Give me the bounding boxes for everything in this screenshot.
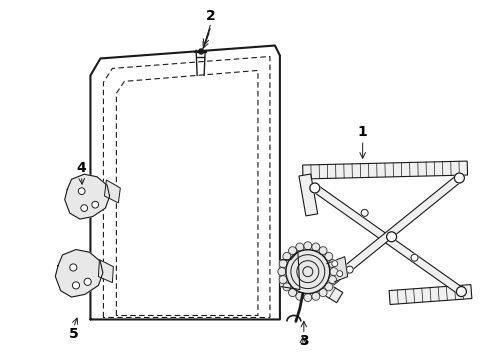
Circle shape xyxy=(73,282,79,289)
Circle shape xyxy=(279,260,287,267)
Circle shape xyxy=(312,243,320,251)
Circle shape xyxy=(456,287,466,297)
Circle shape xyxy=(323,280,333,289)
Text: 3: 3 xyxy=(299,334,309,348)
Circle shape xyxy=(346,266,353,273)
Circle shape xyxy=(332,261,338,267)
Circle shape xyxy=(337,271,343,276)
Circle shape xyxy=(361,210,368,216)
Circle shape xyxy=(325,283,333,291)
Text: 2: 2 xyxy=(206,9,216,23)
Circle shape xyxy=(319,289,327,297)
Circle shape xyxy=(411,254,418,261)
Circle shape xyxy=(70,264,77,271)
Circle shape xyxy=(304,242,312,250)
Polygon shape xyxy=(303,161,467,179)
Polygon shape xyxy=(327,257,348,282)
Circle shape xyxy=(278,268,286,276)
Circle shape xyxy=(286,250,330,293)
Polygon shape xyxy=(281,252,300,289)
Circle shape xyxy=(296,292,304,300)
Circle shape xyxy=(328,276,337,284)
Circle shape xyxy=(310,183,320,193)
Circle shape xyxy=(289,289,296,297)
Circle shape xyxy=(78,188,85,194)
Polygon shape xyxy=(55,249,103,297)
Text: 4: 4 xyxy=(76,161,86,175)
Circle shape xyxy=(319,247,327,255)
Polygon shape xyxy=(65,174,110,219)
Text: 1: 1 xyxy=(358,125,368,139)
Circle shape xyxy=(304,293,312,302)
Polygon shape xyxy=(104,180,121,203)
Circle shape xyxy=(81,205,88,211)
Polygon shape xyxy=(389,285,472,305)
Polygon shape xyxy=(313,185,464,295)
Circle shape xyxy=(198,49,204,54)
Circle shape xyxy=(387,232,396,242)
Circle shape xyxy=(296,243,304,251)
Circle shape xyxy=(279,276,287,284)
Circle shape xyxy=(283,283,291,291)
Circle shape xyxy=(92,201,98,208)
Text: 5: 5 xyxy=(69,327,78,341)
Polygon shape xyxy=(98,260,113,283)
Polygon shape xyxy=(325,175,462,288)
Circle shape xyxy=(330,268,338,276)
Circle shape xyxy=(283,252,291,260)
Circle shape xyxy=(325,252,333,260)
Polygon shape xyxy=(299,174,318,216)
Polygon shape xyxy=(307,274,343,303)
Circle shape xyxy=(328,260,337,267)
Circle shape xyxy=(84,278,91,285)
Circle shape xyxy=(289,247,296,255)
Circle shape xyxy=(312,292,320,300)
Circle shape xyxy=(454,173,465,183)
